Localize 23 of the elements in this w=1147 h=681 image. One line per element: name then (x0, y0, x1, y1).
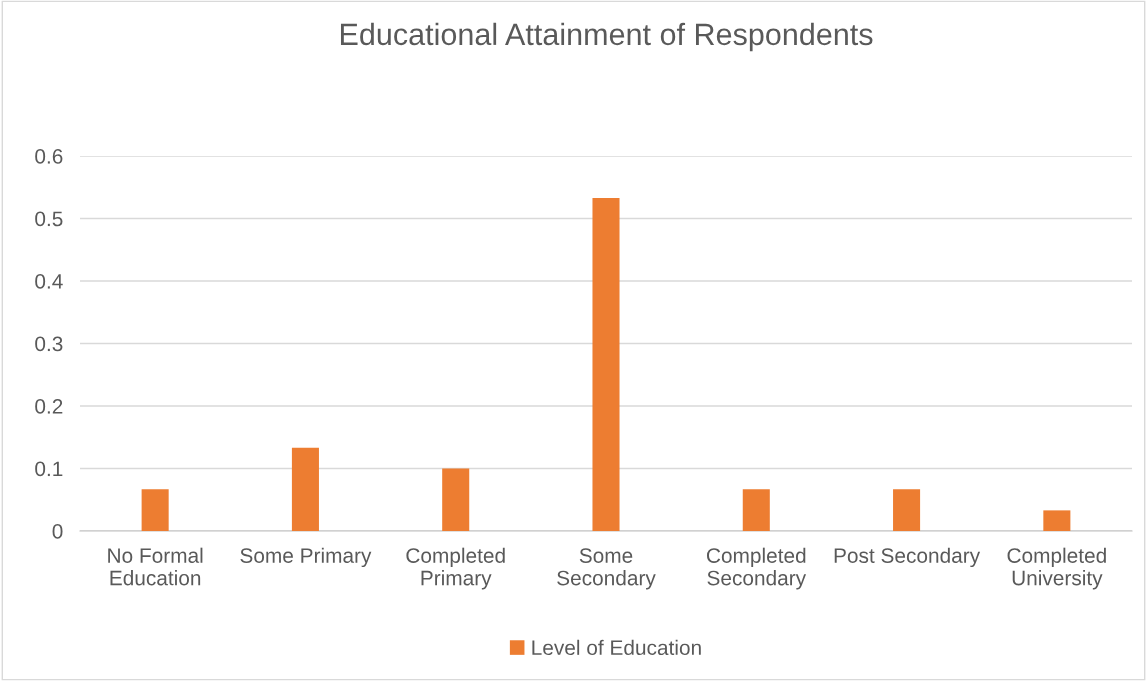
bar (742, 489, 770, 531)
y-tick-label: 0.3 (35, 336, 63, 352)
y-tick-label: 0.1 (35, 461, 63, 477)
bar (893, 489, 921, 531)
bar (592, 197, 620, 531)
legend-label: Level of Education (532, 639, 701, 656)
bar (442, 468, 470, 531)
chart-title: Educational Attainment of Respondents (340, 22, 873, 52)
y-tick-label: 0.2 (35, 399, 63, 414)
x-tick-label: Some Secondary (557, 548, 656, 590)
x-tick-label: Completed Secondary (706, 547, 807, 590)
x-tick-label: No Formal Education (108, 547, 203, 586)
y-tick-label: 0 (52, 524, 63, 539)
bar (291, 447, 319, 531)
bar (141, 489, 169, 531)
x-tick-label: Post Secondary (834, 547, 981, 568)
x-tick-label: Some Primary (240, 547, 372, 568)
bar (1043, 510, 1071, 531)
y-tick-label: 0.4 (35, 274, 63, 289)
y-tick-label: 0.6 (35, 149, 63, 164)
x-tick-label: Completed University (1007, 547, 1106, 590)
y-tick-label: 0.5 (35, 211, 63, 227)
x-tick-label: Completed Primary (406, 547, 505, 590)
